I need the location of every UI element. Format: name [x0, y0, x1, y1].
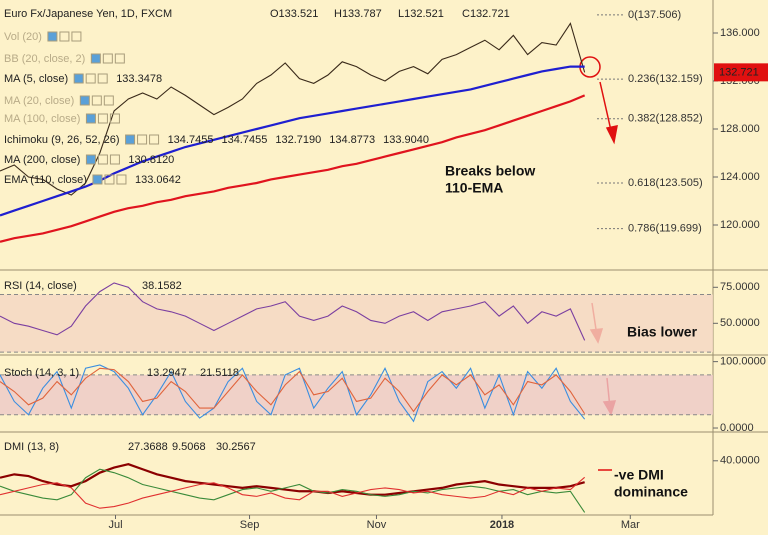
study-icon: [102, 53, 113, 64]
study-icon: [97, 73, 108, 84]
study-icon: [97, 154, 108, 165]
fib-label: 0.618(123.505): [628, 177, 703, 189]
study-icon: [79, 95, 90, 106]
study-value: 133.9040: [383, 134, 429, 146]
y-tick-label: 120.000: [720, 219, 760, 231]
series-line: [0, 364, 586, 423]
study-value: 134.7455: [168, 134, 214, 146]
study-icon: [137, 134, 148, 145]
y-tick-label: 128.000: [720, 123, 760, 135]
ohlc-value: L132.521: [398, 8, 444, 20]
study-icon: [149, 134, 160, 145]
y-tick-label: 75.0000: [720, 281, 760, 293]
study-icon: [92, 174, 103, 185]
study-value: 132.7190: [275, 134, 321, 146]
panel-value: 9.5068: [172, 441, 206, 453]
annotation: Breaks below: [445, 163, 535, 179]
study-value: 133.0642: [135, 174, 181, 186]
y-tick-label: 50.0000: [720, 317, 760, 329]
study-value: 130.8120: [128, 154, 174, 166]
study-icon: [73, 73, 84, 84]
ohlc-value: O133.521: [270, 8, 318, 20]
fib-label: 0.236(132.159): [628, 73, 703, 85]
study-icon: [109, 113, 120, 124]
y-tick-label: 100.0000: [720, 356, 766, 368]
annotation: dominance: [614, 484, 688, 500]
fib-label: 0.786(119.699): [628, 223, 702, 235]
last-price-box: [714, 63, 768, 82]
study-label: MA (20, close): [4, 95, 74, 107]
panel-value: 38.1582: [142, 280, 182, 292]
study-label: MA (200, close): [4, 154, 80, 166]
study-icon: [59, 31, 70, 42]
series-line: [0, 282, 586, 341]
x-tick-label: Nov: [367, 519, 387, 531]
study-icon: [71, 31, 82, 42]
chart-title: Euro Fx/Japanese Yen, 1D, FXCM: [4, 8, 172, 20]
annotation: Bias lower: [627, 324, 698, 340]
x-tick-label: 2018: [490, 519, 514, 531]
study-value: 133.3478: [116, 73, 162, 85]
study-icon: [104, 174, 115, 185]
study-icon: [116, 174, 127, 185]
study-icon: [97, 113, 108, 124]
annotation: 110-EMA: [445, 180, 503, 196]
study-icon: [91, 95, 102, 106]
study-value: 134.8773: [329, 134, 375, 146]
band: [0, 294, 713, 353]
y-tick-label: 124.000: [720, 171, 760, 183]
study-label: Vol (20): [4, 31, 42, 43]
panel-title: Stoch (14, 3, 1): [4, 367, 79, 379]
panel-title: RSI (14, close): [4, 280, 77, 292]
x-tick-label: Sep: [240, 519, 260, 531]
series-line: [0, 468, 586, 513]
study-icon: [85, 73, 96, 84]
ohlc-value: H133.787: [334, 8, 382, 20]
study-label: MA (5, close): [4, 73, 68, 85]
study-icon: [47, 31, 58, 42]
study-icon: [103, 95, 114, 106]
study-icon: [125, 134, 136, 145]
y-tick-label: 40.0000: [720, 455, 760, 467]
panel-value: 30.2567: [216, 441, 256, 453]
study-label: BB (20, close, 2): [4, 53, 85, 65]
y-tick-label: 0.0000: [720, 422, 754, 434]
annotation: -ve DMI: [614, 467, 664, 483]
series-line: [0, 476, 586, 509]
series-line: [0, 94, 586, 243]
study-icon: [85, 154, 96, 165]
study-value: 134.7455: [221, 134, 267, 146]
last-price-label: 132.721: [719, 66, 759, 78]
panel-value: 27.3688: [128, 441, 168, 453]
study-label: Ichimoku (9, 26, 52, 26): [4, 134, 120, 146]
study-label: EMA (110, close): [4, 174, 87, 186]
study-icon: [90, 53, 101, 64]
ohlc-value: C132.721: [462, 8, 510, 20]
fib-label: 0.382(128.852): [628, 113, 703, 125]
series-line: [0, 463, 585, 496]
series-line: [0, 22, 586, 196]
y-tick-label: 136.000: [720, 27, 760, 39]
fib-label: 0(137.506): [628, 9, 681, 21]
study-icon: [85, 113, 96, 124]
series-line: [0, 367, 586, 415]
study-icon: [114, 53, 125, 64]
band: [0, 374, 713, 415]
study-icon: [109, 154, 120, 165]
x-tick-label: Mar: [621, 519, 640, 531]
panel-value: 21.5118: [200, 367, 239, 379]
study-label: MA (100, close): [4, 113, 80, 125]
panel-value: 13.2947: [147, 367, 187, 379]
x-tick-label: Jul: [108, 519, 122, 531]
panel-title: DMI (13, 8): [4, 441, 59, 453]
